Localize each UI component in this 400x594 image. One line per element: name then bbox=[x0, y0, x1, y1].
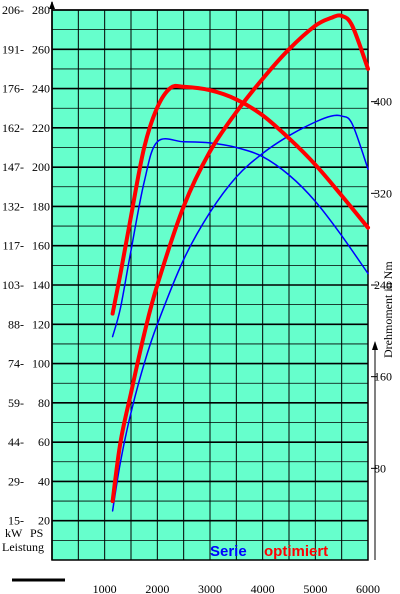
tick-separator: - bbox=[20, 357, 24, 371]
ps-tick-label: 160 bbox=[32, 239, 50, 253]
ps-tick-label: 240 bbox=[32, 82, 50, 96]
nm-tick-label: 240 bbox=[374, 278, 392, 292]
tick-separator: - bbox=[20, 82, 24, 96]
tick-separator: - bbox=[20, 435, 24, 449]
tick-separator: - bbox=[20, 239, 24, 253]
series-optimiert-power-line bbox=[110, 13, 370, 504]
ps-tick-label: 20 bbox=[38, 514, 50, 528]
tick-separator: - bbox=[20, 160, 24, 174]
kw-tick-label: 103 bbox=[2, 278, 20, 292]
tick-separator: - bbox=[20, 121, 24, 135]
kw-tick-label: 74 bbox=[8, 357, 20, 371]
kw-unit-label: kW bbox=[5, 526, 23, 540]
kw-tick-label: 88 bbox=[8, 317, 20, 331]
series-optimiert-torque-line bbox=[110, 83, 370, 316]
x-tick-label: 5000 bbox=[303, 582, 327, 594]
series-serie-power-line bbox=[111, 114, 369, 512]
kw-tick-label: 206 bbox=[2, 3, 20, 17]
x-tick-label: 6000 bbox=[356, 582, 380, 594]
kw-tick-label: 44 bbox=[8, 435, 20, 449]
legend-optimiert: optimiert bbox=[264, 543, 328, 560]
ps-tick-label: 260 bbox=[32, 42, 50, 56]
right-axis-label: Drehmoment in Nm bbox=[381, 261, 395, 358]
ps-tick-label: 220 bbox=[32, 121, 50, 135]
ps-tick-label: 280 bbox=[32, 3, 50, 17]
nm-tick-label: 160 bbox=[374, 370, 392, 384]
kw-tick-label: 59 bbox=[8, 396, 20, 410]
kw-tick-label: 15 bbox=[8, 514, 20, 528]
left-axis-label: Leistung bbox=[2, 540, 44, 554]
right-axis-arrow bbox=[372, 341, 378, 350]
ps-tick-label: 40 bbox=[38, 474, 50, 488]
x-tick-label: 4000 bbox=[251, 582, 275, 594]
x-tick-label: 1000 bbox=[93, 582, 117, 594]
series-layer bbox=[110, 13, 370, 512]
nm-tick-label: 320 bbox=[374, 186, 392, 200]
ps-tick-label: 100 bbox=[32, 357, 50, 371]
ps-tick-label: 120 bbox=[32, 317, 50, 331]
tick-separator: - bbox=[20, 3, 24, 17]
kw-tick-label: 117 bbox=[2, 239, 20, 253]
kw-tick-label: 176 bbox=[2, 82, 20, 96]
tick-separator: - bbox=[20, 317, 24, 331]
ps-tick-label: 200 bbox=[32, 160, 50, 174]
tick-separator: - bbox=[20, 199, 24, 213]
tick-separator: - bbox=[20, 514, 24, 528]
series-serie-torque-line bbox=[111, 138, 369, 338]
tick-separator: - bbox=[20, 474, 24, 488]
tick-separator: - bbox=[20, 278, 24, 292]
ps-tick-label: 140 bbox=[32, 278, 50, 292]
tick-separator: - bbox=[20, 42, 24, 56]
tick-separator: - bbox=[20, 396, 24, 410]
kw-tick-label: 147 bbox=[2, 160, 20, 174]
left-axis-arrow bbox=[49, 1, 55, 9]
ps-tick-label: 60 bbox=[38, 435, 50, 449]
ps-tick-label: 180 bbox=[32, 199, 50, 213]
grid bbox=[49, 1, 378, 561]
x-tick-label: 2000 bbox=[145, 582, 169, 594]
kw-tick-label: 132 bbox=[2, 199, 20, 213]
x-tick-label: 3000 bbox=[198, 582, 222, 594]
kw-tick-label: 29 bbox=[8, 474, 20, 488]
nm-tick-label: 80 bbox=[374, 461, 386, 475]
ps-unit-label: PS bbox=[30, 526, 43, 540]
kw-tick-label: 162 bbox=[2, 121, 20, 135]
kw-tick-label: 191 bbox=[2, 42, 20, 56]
legend-serie: Serie bbox=[210, 543, 247, 560]
legend: Serie optimiert bbox=[210, 543, 328, 560]
ps-tick-label: 80 bbox=[38, 396, 50, 410]
nm-tick-label: 400 bbox=[374, 95, 392, 109]
